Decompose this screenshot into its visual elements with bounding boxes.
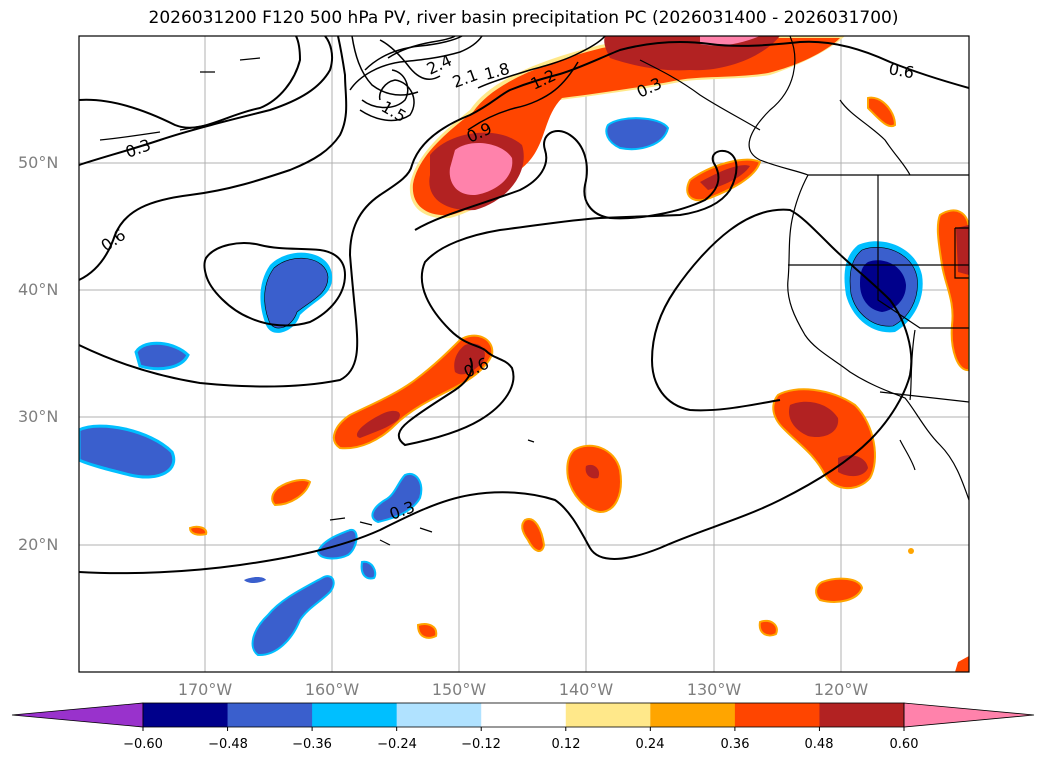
colorbar-segment	[481, 703, 567, 727]
pos-blob	[412, 38, 840, 216]
pv-contour	[359, 79, 415, 122]
pos-blob	[449, 143, 513, 196]
contour-label: 0.6	[887, 59, 915, 82]
pv-contour	[477, 36, 606, 89]
pv-contour	[351, 36, 419, 96]
precip-negative-areas	[79, 117, 923, 657]
neg-blob	[316, 528, 358, 560]
colorbar-segment	[734, 703, 820, 727]
lon-label: 140°W	[558, 680, 614, 699]
lat-label: 30°N	[18, 407, 59, 426]
neg-blob	[264, 257, 329, 329]
pv-contour	[79, 208, 913, 575]
pos-blob	[867, 96, 897, 128]
pv-contour	[467, 61, 579, 131]
pv-contours	[79, 36, 969, 575]
pos-blob	[271, 479, 312, 507]
colorbar-segment	[227, 703, 313, 727]
colorbar-extend-low	[11, 702, 144, 728]
lat-label: 50°N	[18, 153, 59, 172]
contour-label: 0.3	[123, 135, 153, 162]
colorbar-segment	[312, 703, 398, 727]
lat-label: 20°N	[18, 535, 59, 554]
colorbar	[11, 702, 1035, 731]
colorbar-tick-label: −0.60	[123, 737, 163, 752]
colorbar-segment	[396, 703, 482, 727]
pv-contour	[414, 130, 738, 351]
map-area: 2.4 2.1 1.8 1.5 1.2 0.9 0.6 0.3 0.6 0.6 …	[79, 36, 969, 672]
pos-blob	[908, 548, 914, 554]
neg-blob	[371, 472, 423, 524]
colorbar-tick-label: −0.12	[461, 737, 501, 752]
pos-blob	[566, 444, 622, 514]
colorbar-segment	[819, 703, 905, 727]
pv-contour	[379, 39, 441, 81]
colorbar-tick-label: 0.60	[889, 737, 919, 752]
map-frame	[78, 35, 970, 673]
colorbar-outline	[142, 702, 905, 728]
neg-blob	[79, 424, 176, 479]
lat-label: 40°N	[18, 280, 59, 299]
pos-blob	[585, 464, 600, 479]
pv-contour	[79, 36, 348, 281]
contour-label: 1.5	[378, 97, 410, 126]
colorbar-tick-label: 0.12	[551, 737, 581, 752]
pv-contour	[397, 349, 515, 447]
pv-contour	[79, 40, 969, 388]
colorbar-tick-label: 0.24	[635, 737, 665, 752]
lon-label: 160°W	[304, 680, 360, 699]
pv-contour	[361, 69, 409, 109]
pos-blob	[788, 401, 839, 438]
colorbar-tick-label: −0.48	[208, 737, 248, 752]
colorbar-segment	[650, 703, 736, 727]
neg-blob	[134, 341, 190, 371]
colorbar-tick-label: −0.24	[377, 737, 417, 752]
neg-blob	[605, 117, 670, 150]
neg-blob	[244, 577, 266, 583]
precip-positive-areas	[188, 36, 969, 672]
pv-contour	[364, 36, 463, 71]
colorbar-tick-label: −0.36	[292, 737, 332, 752]
neg-blob	[251, 575, 335, 657]
pos-blob	[700, 36, 760, 46]
pos-blob	[815, 577, 864, 603]
colorbar-tick-label: 0.48	[804, 737, 834, 752]
map-title: 2026031200 F120 500 hPa PV, river basin …	[148, 8, 899, 28]
pos-blob	[416, 623, 438, 639]
lon-label: 170°W	[177, 680, 233, 699]
pos-blob	[955, 656, 969, 672]
pv-contour	[79, 36, 302, 129]
pos-blob	[188, 525, 208, 536]
pos-blob	[956, 225, 969, 275]
pv-contour	[79, 36, 334, 166]
colorbar-segment	[565, 703, 651, 727]
pv-contour	[203, 242, 347, 327]
pos-blob	[758, 619, 778, 637]
neg-blob	[860, 260, 906, 312]
colorbar-extend-high	[903, 702, 1035, 728]
lon-label: 130°W	[686, 680, 742, 699]
neg-blob	[360, 560, 377, 580]
lon-label: 150°W	[431, 680, 487, 699]
contour-label: 2.1	[450, 65, 480, 92]
colorbar-tick-label: 0.36	[720, 737, 750, 752]
pos-blob	[700, 165, 750, 190]
pv-contour	[387, 36, 456, 59]
contour-label: 0.6	[97, 225, 129, 255]
pos-blob	[356, 410, 400, 438]
colorbar-segment	[143, 703, 229, 727]
lon-label: 120°W	[813, 680, 869, 699]
pos-blob	[521, 518, 546, 552]
pv-contour	[349, 36, 483, 91]
